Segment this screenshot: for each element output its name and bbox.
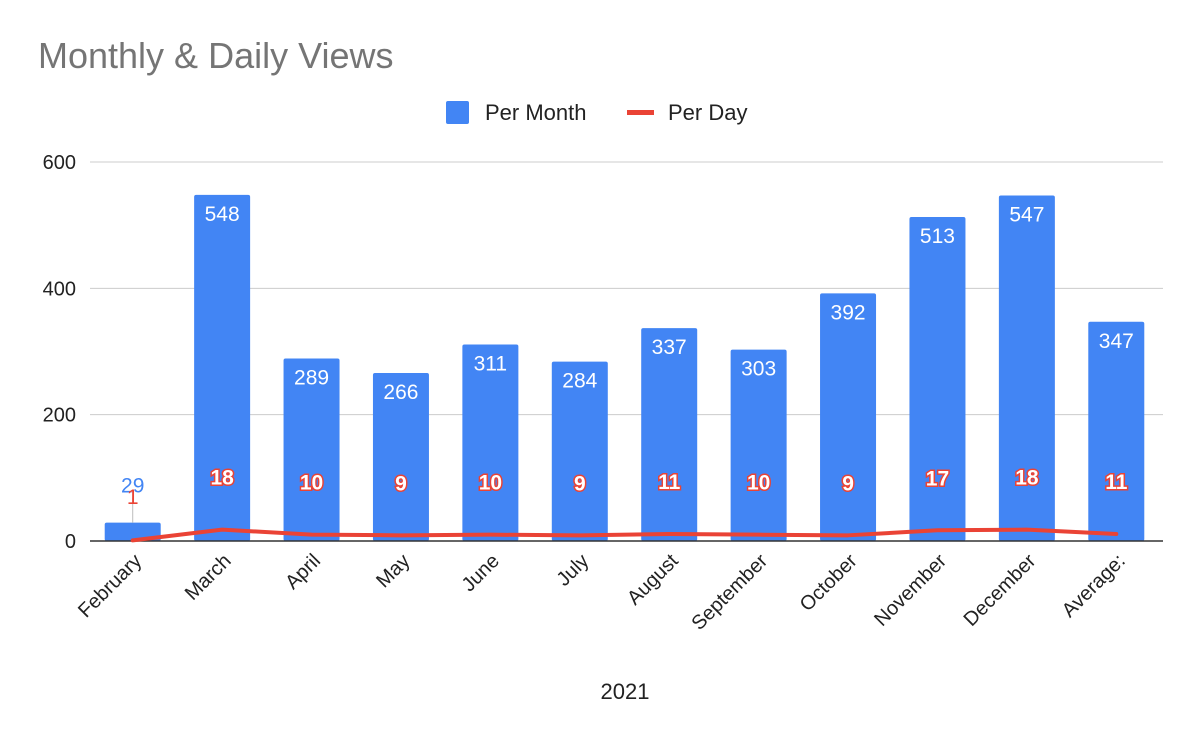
- per-day-value-label: 17: [926, 467, 949, 490]
- y-tick-label: 600: [43, 152, 76, 174]
- bar-value-label: 311: [474, 353, 507, 376]
- bar-value-label: 548: [205, 203, 240, 226]
- per-day-value-label: 18: [1015, 467, 1039, 490]
- x-tick-label: October: [796, 550, 862, 616]
- legend-swatch-per-day: [627, 110, 654, 115]
- bar-value-label: 347: [1099, 330, 1134, 353]
- y-tick-label: 0: [65, 531, 76, 553]
- per-day-value-label: 9: [842, 472, 854, 495]
- bar-value-label: 284: [562, 370, 597, 393]
- chart-title: Monthly & Daily Views: [38, 35, 393, 76]
- x-tick-label: December: [960, 550, 1041, 631]
- legend-swatch-per-month: [446, 101, 469, 124]
- bar: [998, 195, 1055, 541]
- per-day-value-label: 11: [1105, 471, 1128, 494]
- x-tick-label: June: [458, 550, 504, 596]
- per-day-value-label: 9: [395, 472, 407, 495]
- bar: [1088, 321, 1145, 541]
- per-day-labels: 1 18 10 9 10 9 11 10 9 17 18 11: [127, 465, 1129, 509]
- x-tick-label: September: [687, 550, 772, 635]
- bar: [820, 293, 877, 541]
- y-axis-ticks: 0 200 400 600: [43, 152, 76, 553]
- bar-value-label: 337: [652, 336, 687, 359]
- bar: [104, 522, 161, 541]
- per-day-value-label: 10: [747, 472, 770, 495]
- bar: [194, 194, 251, 541]
- per-day-value-label: 18: [210, 467, 234, 490]
- x-tick-label: February: [74, 550, 146, 622]
- bar: [909, 216, 966, 541]
- per-day-value-label: 11: [658, 471, 681, 494]
- per-day-value-label: 10: [479, 472, 502, 495]
- bar-value-label: 266: [383, 381, 418, 404]
- x-axis-label: 2021: [601, 679, 650, 704]
- bar: [551, 361, 608, 541]
- per-day-value-label: 10: [300, 472, 323, 495]
- x-tick-label: April: [281, 550, 325, 594]
- per-day-line: [130, 527, 1119, 543]
- bar: [730, 349, 787, 541]
- y-tick-label: 400: [43, 278, 76, 300]
- x-axis-ticks: February March April May June July August Septe…: [74, 550, 1130, 635]
- legend: Per Month Per Day: [446, 100, 747, 125]
- bar: [372, 372, 429, 541]
- bar-labels: 29 548 289 266 311 284 337 303 392 513 547 347: [121, 203, 1134, 523]
- legend-label-per-month: Per Month: [485, 100, 587, 125]
- per-day-value-label: 9: [574, 472, 586, 495]
- bar-value-label: 289: [294, 366, 329, 389]
- per-day-value-label: 1: [127, 486, 139, 509]
- bar: [283, 358, 340, 541]
- bar: [641, 328, 698, 541]
- legend-label-per-day: Per Day: [668, 100, 747, 125]
- y-tick-label: 200: [43, 405, 76, 427]
- bar-value-label: 513: [920, 225, 955, 248]
- x-tick-label: Average:: [1058, 550, 1130, 622]
- bar-value-label: 29: [121, 475, 144, 498]
- x-tick-label: March: [181, 550, 236, 605]
- bar-value-label: 303: [741, 358, 776, 381]
- grid: [90, 161, 1163, 416]
- bar-value-label: 392: [831, 301, 866, 324]
- x-tick-label: August: [623, 550, 683, 610]
- x-tick-label: November: [870, 550, 951, 631]
- x-tick-label: May: [372, 550, 414, 592]
- bars: [104, 194, 1145, 541]
- bar: [462, 344, 519, 541]
- bar-value-label: 547: [1009, 203, 1044, 226]
- x-tick-label: July: [553, 550, 594, 591]
